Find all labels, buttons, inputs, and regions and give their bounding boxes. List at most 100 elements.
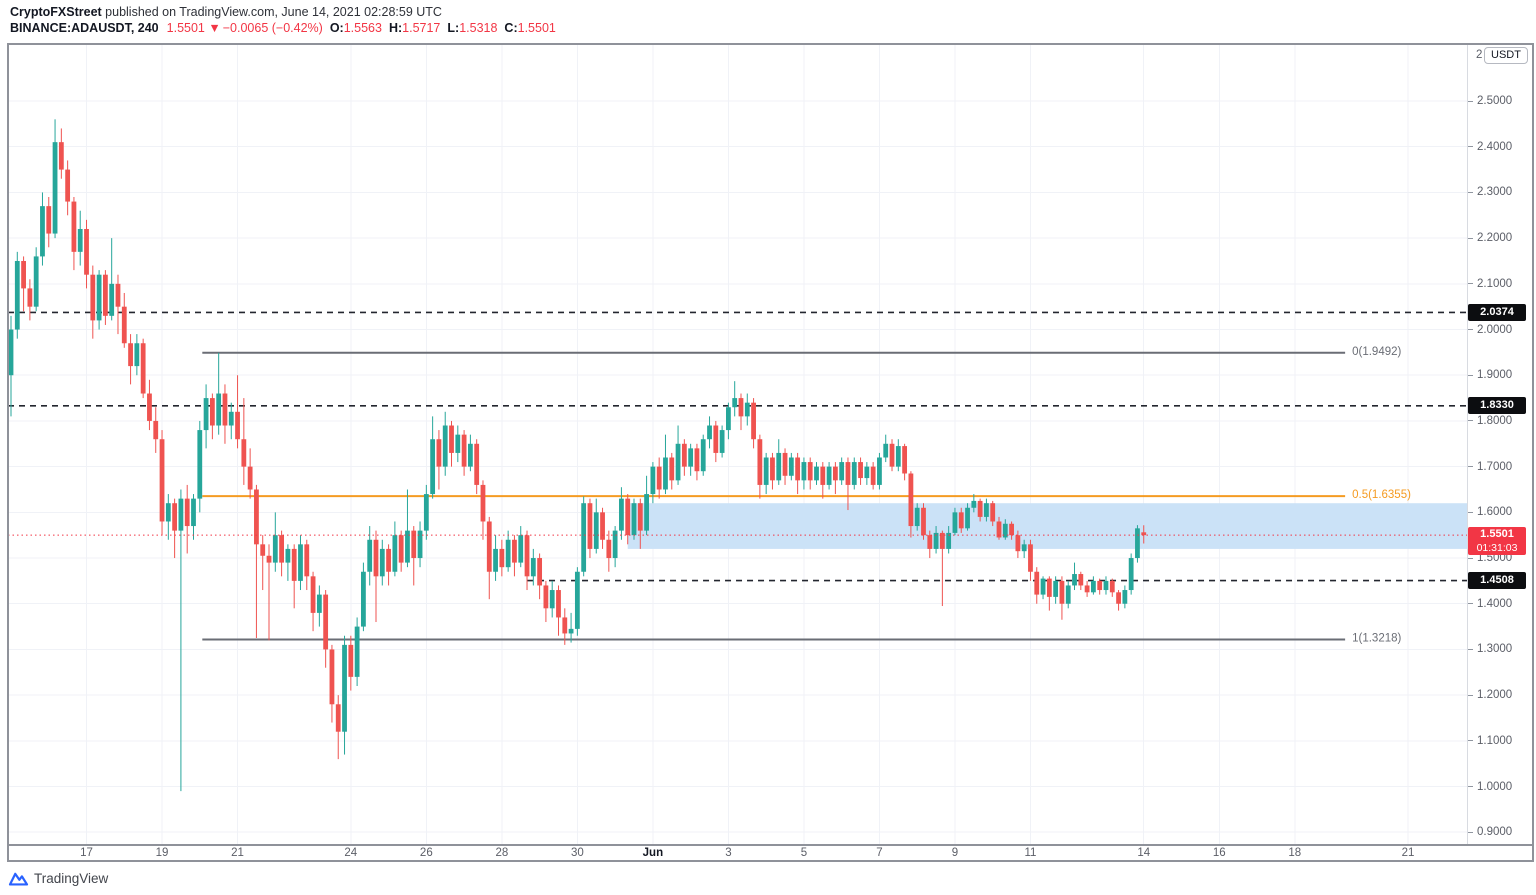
candle-body	[1084, 585, 1090, 593]
candle-body	[858, 462, 863, 479]
candle-body	[958, 512, 964, 529]
candle-body	[367, 539, 373, 572]
candle-body	[782, 452, 788, 476]
candle-body	[461, 434, 467, 467]
candle-body	[121, 306, 127, 344]
candle-body	[417, 530, 423, 559]
last-price-chip-value: 1.5501	[1480, 528, 1514, 541]
candle-body	[455, 434, 461, 453]
candle-body	[1015, 535, 1021, 552]
high-value: 1.5717	[402, 21, 441, 35]
candle-body	[348, 644, 354, 677]
candle-body	[46, 206, 52, 234]
candle-body	[965, 507, 970, 529]
candle-body	[216, 393, 222, 426]
price-axis-label: 0.9000	[1477, 826, 1513, 839]
candle-body	[304, 544, 310, 577]
candle-body	[354, 626, 360, 677]
candle-body	[373, 539, 379, 577]
fib-label-0: 0(1.9492)	[1352, 346, 1401, 358]
price-axis-label: 1.5000	[1477, 552, 1513, 565]
candle-body	[228, 411, 234, 426]
footer-brand[interactable]: TradingView	[8, 867, 108, 889]
candle-body	[1116, 592, 1121, 604]
candle-body	[197, 430, 203, 499]
candle-body	[430, 439, 436, 495]
currency-unit-button[interactable]: USDT	[1484, 47, 1528, 64]
time-axis[interactable]: 17 19 21 24 26 28 30 Jun 3 5 7 9 11 14 16 18 21	[7, 846, 1534, 862]
candle-body	[518, 535, 524, 563]
price-axis-label: 1.8000	[1477, 414, 1513, 427]
candle-body	[851, 462, 857, 485]
candle-body	[1103, 580, 1109, 591]
candle-body	[738, 398, 744, 417]
price-axis-label: 2.2000	[1477, 232, 1513, 245]
candle-body	[732, 398, 738, 408]
price-axis-divider	[1467, 45, 1468, 844]
candle-body	[549, 590, 555, 609]
candle-body	[21, 260, 26, 289]
time-axis-label: 21	[231, 847, 244, 859]
high-label: H:	[388, 21, 403, 35]
candle-body	[1097, 580, 1103, 591]
candle-body	[1109, 580, 1115, 593]
candle-body	[14, 260, 20, 330]
candle-body	[625, 498, 631, 536]
close-label: C:	[504, 21, 518, 35]
candle-body	[864, 466, 870, 479]
price-level-label: 1.4508	[1468, 572, 1526, 590]
time-axis-label: 21	[1401, 847, 1415, 859]
candle-body	[832, 466, 838, 481]
candle-body	[77, 228, 83, 252]
candle-body	[902, 446, 908, 474]
candle-body	[612, 530, 618, 559]
candle-body	[952, 512, 958, 533]
candle-body	[977, 500, 983, 517]
price-tick-mark	[1468, 146, 1473, 148]
candle-body	[574, 571, 580, 629]
candle-body	[1053, 580, 1059, 597]
price-chart-canvas[interactable]: 0(1.9492) 0.5(1.6355) 1(1.3218)	[8, 45, 1467, 845]
symbol-title[interactable]: BINANCE:ADAUSDT, 240	[10, 21, 159, 35]
candle-body	[499, 548, 505, 568]
candle-body	[285, 548, 291, 563]
candle-body	[675, 443, 681, 481]
candle-body	[159, 439, 165, 522]
candle-body	[814, 466, 819, 481]
candle-body	[845, 462, 851, 485]
candle-body	[663, 457, 668, 490]
candle-body	[984, 503, 989, 517]
price-axis[interactable]: 2 USDT 2.5000 2.4000 2.3000 2.2000 2.1000 2.0…	[1468, 45, 1534, 845]
price-tick-mark	[1468, 329, 1473, 331]
price-tick-mark	[1468, 466, 1473, 468]
tradingview-wordmark: TradingView	[34, 870, 109, 886]
candle-body	[763, 457, 769, 485]
candle-body	[65, 169, 71, 202]
candle-body	[134, 343, 140, 367]
price-tick-mark	[1468, 100, 1473, 102]
candle-body	[1040, 578, 1046, 595]
time-axis-label: 17	[80, 847, 93, 859]
price-axis-label: 2.3000	[1477, 186, 1513, 199]
candle-body	[990, 503, 996, 522]
candle-body	[442, 425, 448, 467]
candle-body	[927, 535, 933, 549]
price-axis-label: 1.0000	[1477, 780, 1513, 793]
candle-body	[568, 628, 574, 634]
time-axis-label: 7	[876, 847, 883, 859]
price-tick-mark	[1468, 374, 1473, 376]
published-text: published on TradingView.com, June 14, 2…	[101, 5, 442, 19]
candle-body	[392, 535, 398, 572]
candle-body	[184, 498, 190, 527]
price-change: −0.0065 (−0.42%)	[222, 21, 323, 35]
price-tick-mark	[1468, 786, 1473, 788]
candle-body	[719, 430, 725, 453]
fib-label-1: 0.5(1.6355)	[1352, 489, 1411, 501]
time-axis-label: 11	[1024, 847, 1037, 859]
candle-body	[411, 530, 417, 559]
candle-body	[801, 462, 807, 481]
candle-body	[279, 535, 284, 563]
candle-body	[342, 644, 347, 732]
candle-body	[939, 532, 945, 549]
candle-body	[606, 539, 612, 559]
